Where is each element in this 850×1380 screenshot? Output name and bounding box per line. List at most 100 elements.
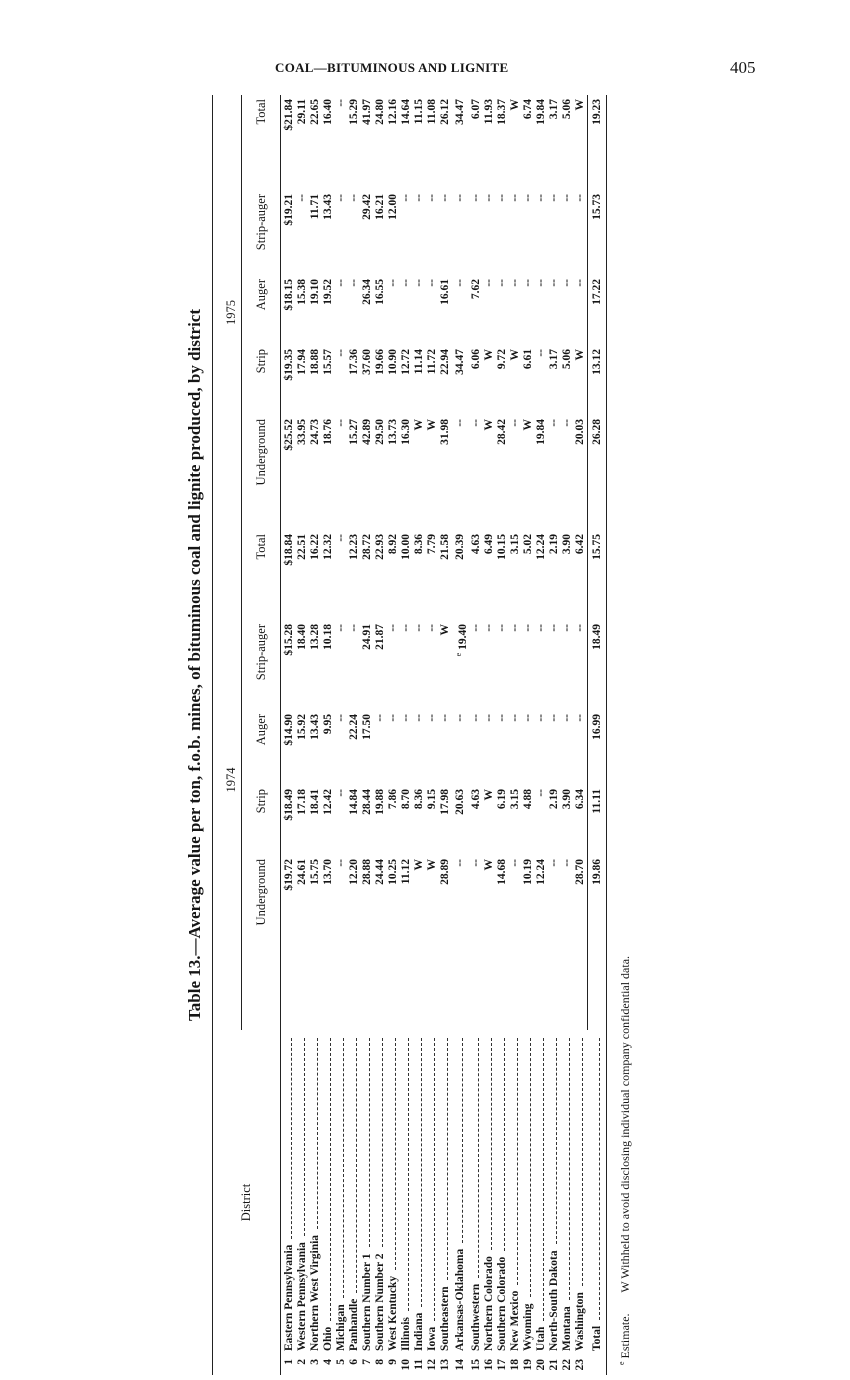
district-header: District [212,1030,281,1375]
value-1974-total: 8.92 [387,534,399,555]
value-1975-total: 11.15 [413,99,425,125]
dot-leader [542,1038,544,1321]
value-1975-auger: -- [426,279,438,287]
district-name-cell: Southern Number 2 [374,1030,387,1353]
value-1975-total: 11.08 [426,99,438,125]
value-1975-auger: -- [482,279,495,287]
value-1974-auger: -- [439,714,451,722]
total-1975-total: 19.23 [587,95,604,190]
value-1974-underground: -- [335,859,347,867]
value-1974-auger: -- [426,714,438,722]
value-1975-strip: 10.90 [387,349,399,375]
line-number: 23 [574,1359,587,1371]
value-1975-total: 41.97 [361,99,373,125]
value-1975-strip-auger: $19.21 [283,194,295,226]
value-1974-strip: 2.19 [547,789,560,810]
value-1975-total: 26.12 [439,99,451,125]
table-row: 15 Southwestern -- 4.63 -- -- 4.63 -- 6.06 7.62 --… [470,95,483,1375]
value-1975-underground: 33.95 [296,419,308,445]
district-name: Washington [574,1292,587,1351]
table-row: 17 Southern Colorado 14.68 6.19 -- -- 10.15 28.… [496,95,509,1375]
value-1974-underground: 12.20 [348,859,360,885]
value-1974-total: 3.90 [560,534,573,555]
value-1975-underground: -- [335,419,347,427]
dot-leader [330,1038,331,1321]
dot-leader [291,1038,292,1239]
dot-leader [598,1038,600,1320]
value-1974-strip: 9.15 [426,789,438,810]
value-1974-underground: 12.24 [534,859,547,885]
value-1974-strip-auger: 24.91 [361,624,373,650]
value-1974-underground: 14.68 [495,859,508,885]
table-row: 18 New Mexico -- 3.15 -- -- 3.15 -- W -- -- W [509,95,522,1375]
value-1974-underground: 10.19 [521,859,534,885]
value-1975-auger: 16.55 [374,279,386,305]
value-1974-strip-auger: -- [413,624,425,632]
value-1974-strip: -- [534,789,547,797]
value-1974-auger: 9.95 [322,714,334,735]
value-1974-total: 5.02 [521,534,534,555]
column-header-1974-total: Total [241,530,281,620]
value-1974-underground: 28.89 [439,859,451,885]
total-1975-strip-auger: 15.73 [587,190,604,275]
district-name: Western Pennsylvania [296,1242,308,1351]
value-1975-auger: -- [547,279,560,287]
value-1975-total: -- [335,99,347,107]
value-1975-total: W [508,99,521,111]
value-1974-strip-auger: -- [573,624,586,632]
value-1974-total: 4.63 [469,534,482,555]
value-1974-strip: 4.88 [521,789,534,810]
value-1975-total: W [573,99,586,111]
value-1975-underground: 18.76 [322,419,334,445]
value-1974-total: 28.72 [361,534,373,560]
value-1974-strip: W [482,789,495,801]
value-1975-strip-auger: -- [521,194,534,202]
line-number: 22 [560,1359,573,1371]
dot-leader [382,1038,383,1248]
value-1974-auger: 15.92 [296,714,308,740]
value-1975-strip-auger: 13.43 [322,194,334,220]
district-name: Northern Colorado [482,1256,495,1351]
value-1974-total: 20.39 [454,534,467,560]
value-1974-strip-auger: -- [482,624,495,632]
district-name: Southwestern [469,1283,482,1351]
line-number: 2 [296,1359,308,1365]
district-name: Montana [560,1306,573,1351]
value-1974-underground: 28.70 [573,859,586,885]
total-1974-strip-auger: 18.49 [587,620,604,710]
value-1975-auger: -- [400,279,412,287]
value-1975-auger: -- [534,279,547,287]
value-1975-total: 15.29 [348,99,360,125]
dot-leader [369,1038,370,1248]
value-1975-strip: 34.47 [454,349,467,375]
value-1975-auger: -- [508,279,521,287]
value-1975-underground: 31.98 [439,419,451,445]
value-1974-strip-auger: -- [387,624,399,632]
district-name: West Kentucky [387,1275,399,1351]
value-1974-strip-auger: -- [534,624,547,632]
value-1974-underground: 28.88 [361,859,373,885]
line-number: 10 [400,1359,412,1371]
value-1974-strip: 14.84 [348,789,360,815]
dot-leader [516,1038,518,1285]
value-1974-underground: -- [508,859,521,867]
value-1975-auger: -- [521,279,534,287]
value-1975-strip: 18.88 [309,349,321,375]
value-1975-strip-auger: -- [439,194,451,202]
value-1975-strip: 22.94 [439,349,451,375]
table-title: Table 13.—Average value per ton, f.o.b. … [185,95,205,1375]
value-1975-strip: 5.06 [560,349,573,370]
value-1974-auger: 22.24 [348,714,360,740]
value-1974-strip-auger: -- [469,624,482,632]
district-name: Southern Number 1 [361,1253,373,1351]
value-1974-strip: $18.49 [283,789,295,821]
value-1975-auger: -- [560,279,573,287]
line-number: 3 [309,1359,321,1365]
value-1975-underground: W [521,419,534,431]
value-1975-auger: -- [495,279,508,287]
value-1974-strip-auger: -- [426,624,438,632]
value-1974-total: 12.32 [322,534,334,560]
value-1975-underground: 16.30 [400,419,412,445]
dot-leader [343,1038,344,1299]
district-name-cell: Northern Colorado [483,1030,496,1353]
